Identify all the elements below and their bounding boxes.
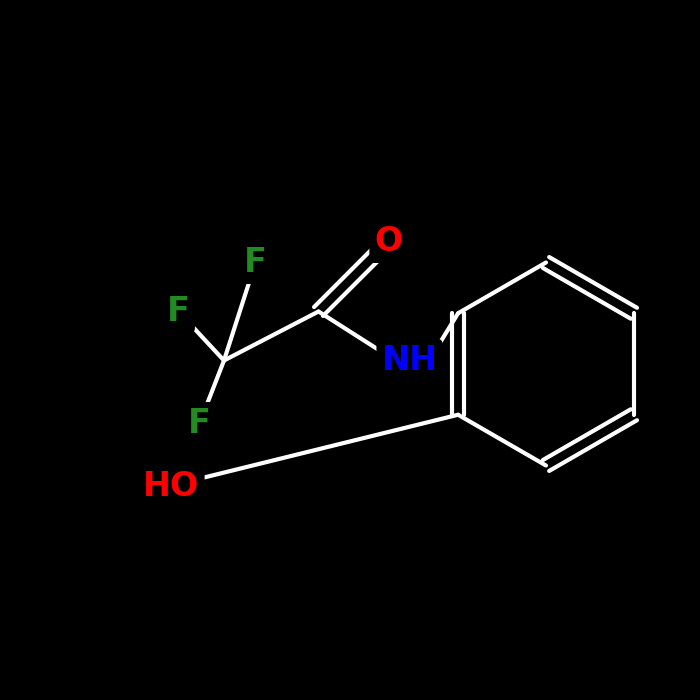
Text: F: F xyxy=(244,246,267,279)
Text: HO: HO xyxy=(144,470,200,503)
Text: NH: NH xyxy=(382,344,438,377)
Text: F: F xyxy=(188,407,211,440)
Text: O: O xyxy=(374,225,402,258)
Text: F: F xyxy=(167,295,190,328)
